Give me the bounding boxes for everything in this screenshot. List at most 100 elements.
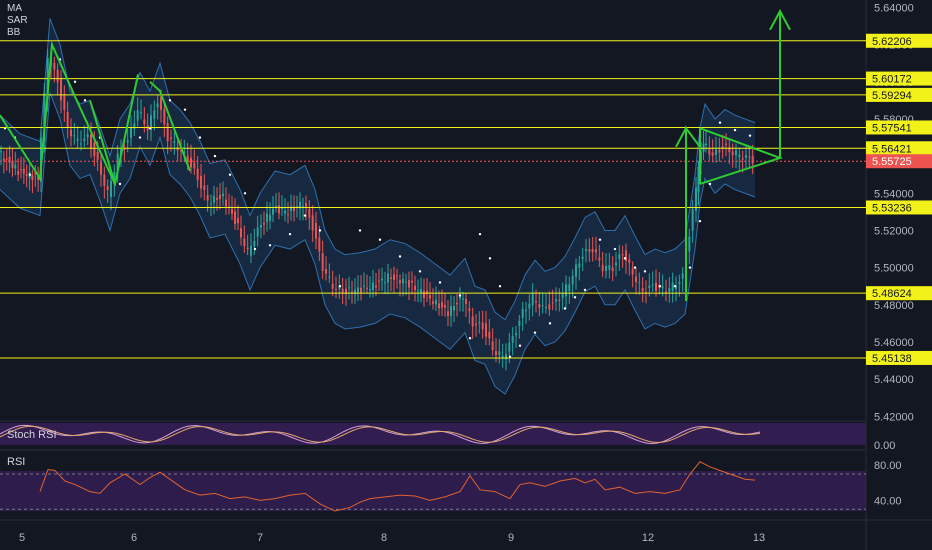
candle-body bbox=[515, 333, 517, 336]
candle-body bbox=[688, 236, 691, 252]
sar-dot bbox=[458, 294, 462, 297]
candle-body bbox=[444, 305, 446, 308]
candle-body bbox=[272, 208, 274, 215]
candle-body bbox=[290, 206, 292, 212]
candle-body bbox=[581, 256, 584, 259]
candle-body bbox=[243, 238, 246, 247]
x-tick-label: 7 bbox=[257, 532, 263, 544]
candle-body bbox=[468, 308, 471, 312]
stoch-k-line bbox=[0, 424, 761, 445]
indicator-ma[interactable]: MA bbox=[7, 3, 22, 14]
y-tick-label: 5.52000 bbox=[874, 225, 914, 237]
candle-body bbox=[20, 169, 22, 171]
sar-dot bbox=[228, 173, 232, 176]
candle-body bbox=[738, 154, 741, 158]
candle-body bbox=[518, 320, 521, 326]
candle-body bbox=[156, 103, 159, 108]
candle-body bbox=[462, 298, 464, 300]
candle-body bbox=[311, 215, 314, 231]
candle-body bbox=[561, 292, 564, 299]
candle-body bbox=[96, 151, 99, 160]
sar-dot bbox=[468, 337, 472, 340]
sar-dot bbox=[338, 284, 342, 288]
y-tick-label: 5.42000 bbox=[874, 411, 914, 423]
sar-dot bbox=[573, 296, 577, 299]
candle-body bbox=[321, 253, 324, 272]
x-tick-label: 6 bbox=[131, 532, 137, 544]
candle-body bbox=[731, 151, 734, 156]
candle-body bbox=[488, 331, 491, 339]
candle-body bbox=[325, 269, 327, 274]
candle-body bbox=[475, 323, 477, 326]
sar-dot bbox=[28, 173, 32, 176]
sar-dot bbox=[548, 322, 552, 325]
candle-body bbox=[665, 291, 667, 293]
candle-body bbox=[426, 290, 428, 295]
sar-dot bbox=[438, 281, 442, 284]
candle-body bbox=[471, 316, 474, 327]
sar-dot bbox=[268, 244, 272, 247]
candle-body bbox=[76, 138, 79, 141]
candle-body bbox=[601, 265, 604, 272]
candle-body bbox=[240, 228, 242, 238]
candle-body bbox=[348, 287, 350, 289]
candle-body bbox=[369, 289, 371, 291]
candle-body bbox=[100, 162, 102, 175]
candle-body bbox=[143, 119, 146, 125]
sar-dot bbox=[398, 255, 402, 258]
candle-body bbox=[86, 134, 89, 138]
candle-body bbox=[110, 180, 112, 197]
candle-body bbox=[133, 123, 136, 130]
candle-body bbox=[37, 176, 40, 180]
candle-body bbox=[296, 206, 298, 208]
candle-body bbox=[748, 156, 751, 158]
level-price-label: 5.59294 bbox=[872, 90, 912, 102]
candle-body bbox=[360, 287, 362, 293]
candle-body bbox=[203, 185, 206, 190]
candle-body bbox=[485, 323, 487, 337]
candle-body bbox=[545, 306, 547, 308]
stoch-d-line bbox=[0, 425, 761, 443]
candle-body bbox=[225, 199, 227, 207]
rsi-tick-label: 40.00 bbox=[874, 495, 902, 507]
sar-dot bbox=[598, 238, 602, 241]
candle-body bbox=[511, 335, 514, 344]
indicator-sar[interactable]: SAR bbox=[7, 15, 28, 26]
candle-body bbox=[372, 282, 374, 290]
candle-body bbox=[420, 289, 422, 293]
candle-body bbox=[571, 275, 574, 285]
sar-dot bbox=[733, 128, 737, 132]
candle-body bbox=[308, 208, 311, 218]
candle-body bbox=[103, 174, 106, 187]
candle-body bbox=[246, 247, 249, 250]
x-tick-label: 9 bbox=[508, 532, 514, 544]
sar-dot bbox=[418, 270, 422, 273]
sar-dot bbox=[623, 257, 627, 260]
level-price-label: 5.48624 bbox=[872, 288, 912, 300]
indicator-bb[interactable]: BB bbox=[7, 27, 21, 38]
candle-body bbox=[641, 287, 644, 292]
candle-body bbox=[396, 275, 398, 277]
candle-body bbox=[718, 150, 721, 153]
sar-dot bbox=[73, 80, 77, 83]
candle-body bbox=[691, 208, 694, 231]
candle-body bbox=[70, 129, 72, 137]
candle-body bbox=[531, 293, 534, 306]
sar-dot bbox=[288, 232, 292, 236]
candle-body bbox=[14, 164, 17, 169]
candle-body bbox=[456, 302, 458, 305]
candle-body bbox=[287, 214, 289, 216]
candle-body bbox=[399, 280, 401, 284]
y-tick-label: 5.54000 bbox=[874, 188, 914, 200]
candle-body bbox=[56, 69, 59, 83]
candle-body bbox=[588, 249, 591, 252]
candle-body bbox=[384, 282, 386, 284]
candle-body bbox=[393, 274, 395, 280]
candle-body bbox=[481, 322, 484, 330]
candle-body bbox=[31, 175, 34, 180]
candle-body bbox=[702, 143, 705, 152]
sar-dot bbox=[583, 288, 587, 292]
candle-body bbox=[478, 322, 481, 324]
